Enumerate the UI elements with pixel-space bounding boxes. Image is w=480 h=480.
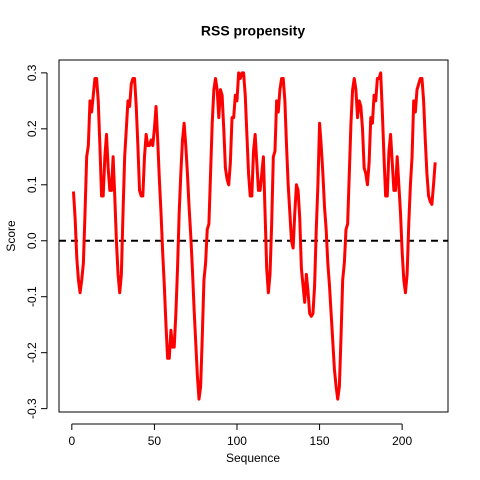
x-tick-label: 200 — [392, 434, 412, 448]
y-tick-label: -0.1 — [25, 286, 39, 307]
y-axis-label: Score — [4, 220, 18, 252]
y-tick-label: 0.2 — [25, 120, 39, 137]
y-tick-label: 0.1 — [25, 176, 39, 193]
x-tick-label: 50 — [148, 434, 162, 448]
y-tick-label: 0.0 — [25, 232, 39, 249]
y-tick-label: 0.3 — [25, 64, 39, 81]
data-line — [71, 71, 437, 401]
plot-frame — [58, 59, 449, 413]
x-tick-label: 100 — [227, 434, 247, 448]
x-tick-label: 0 — [68, 434, 75, 448]
y-tick-label: -0.2 — [25, 342, 39, 363]
x-axis-label: Sequence — [226, 451, 280, 465]
x-tick-label: 150 — [310, 434, 330, 448]
chart-title: RSS propensity — [201, 23, 305, 39]
y-tick-label: -0.3 — [25, 398, 39, 419]
